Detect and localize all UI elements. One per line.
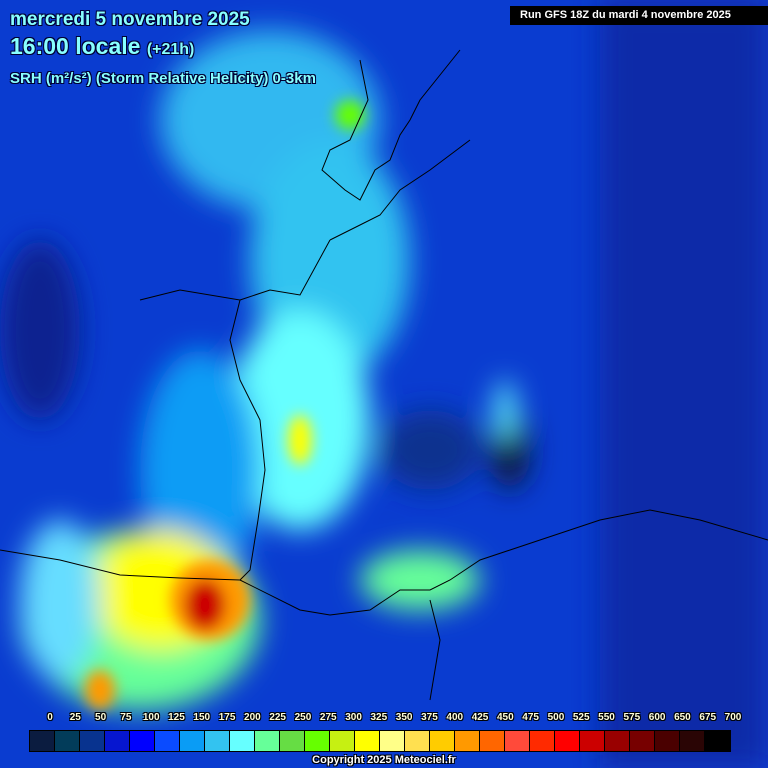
legend-swatch (55, 731, 80, 751)
legend-label: 25 (69, 712, 81, 723)
legend-swatch (655, 731, 680, 751)
legend-label: 125 (168, 712, 185, 723)
legend-swatch (205, 731, 230, 751)
legend-label: 0 (47, 712, 53, 723)
legend-label: 400 (446, 712, 464, 723)
legend-swatch (530, 731, 555, 751)
legend-label: 300 (345, 712, 362, 723)
forecast-time: 16:00 locale (+21h) (10, 33, 194, 60)
legend-label: 325 (370, 712, 388, 723)
run-info: Run GFS 18Z du mardi 4 novembre 2025 (510, 6, 768, 25)
legend-label: 650 (674, 712, 691, 723)
legend-swatch (130, 731, 155, 751)
legend-swatch (580, 731, 605, 751)
legend-label: 600 (648, 712, 666, 723)
legend-swatch (80, 731, 105, 751)
legend-swatch (455, 731, 480, 751)
legend-swatch (705, 731, 730, 751)
copyright: Copyright 2025 Meteociel.fr (312, 754, 456, 766)
legend-swatch (480, 731, 505, 751)
legend-swatch (605, 731, 630, 751)
legend-swatch (355, 731, 380, 751)
legend-label: 425 (471, 712, 489, 723)
lead-time: (+21h) (146, 41, 195, 58)
legend-label: 475 (522, 712, 539, 723)
legend-swatch (330, 731, 355, 751)
legend-swatch (630, 731, 655, 751)
legend-swatch (30, 731, 55, 751)
legend-swatch (305, 731, 330, 751)
legend-swatch (155, 731, 180, 751)
legend-label: 350 (395, 712, 413, 723)
coastlines (0, 49, 768, 701)
legend-swatch (180, 731, 205, 751)
legend-label: 275 (319, 712, 337, 723)
legend-label: 50 (95, 712, 107, 723)
legend-labels: 0 25 50 75 100 125 150 175 200 225 250 275 300 325 350… (29, 712, 749, 726)
legend-label: 450 (496, 712, 514, 723)
color-scale (29, 730, 731, 752)
parameter-title: SRH (m²/s²) (Storm Relative Helicity) 0-… (10, 70, 316, 87)
local-time: 16:00 locale (10, 33, 141, 59)
legend-label: 225 (269, 712, 286, 723)
legend-label: 700 (724, 712, 742, 723)
legend-swatch (105, 731, 130, 751)
legend-label: 200 (244, 712, 261, 723)
legend-label: 75 (120, 712, 132, 723)
legend-swatch (430, 731, 455, 751)
legend-swatch (230, 731, 255, 751)
legend-swatch (555, 731, 580, 751)
legend-label: 525 (572, 712, 590, 723)
legend-swatch (380, 731, 405, 751)
legend-label: 175 (218, 712, 236, 723)
forecast-date: mercredi 5 novembre 2025 (10, 9, 250, 30)
legend-label: 100 (142, 712, 160, 723)
legend-swatch (505, 731, 530, 751)
legend-label: 250 (294, 712, 312, 723)
legend-label: 500 (547, 712, 565, 723)
legend-label: 150 (193, 712, 211, 723)
legend-label: 375 (421, 712, 438, 723)
legend-label: 550 (598, 712, 615, 723)
legend-swatch (680, 731, 705, 751)
legend-label: 675 (699, 712, 717, 723)
legend-label: 575 (623, 712, 641, 723)
legend-swatch (255, 731, 280, 751)
legend-swatch (405, 731, 430, 751)
legend-swatch (280, 731, 305, 751)
